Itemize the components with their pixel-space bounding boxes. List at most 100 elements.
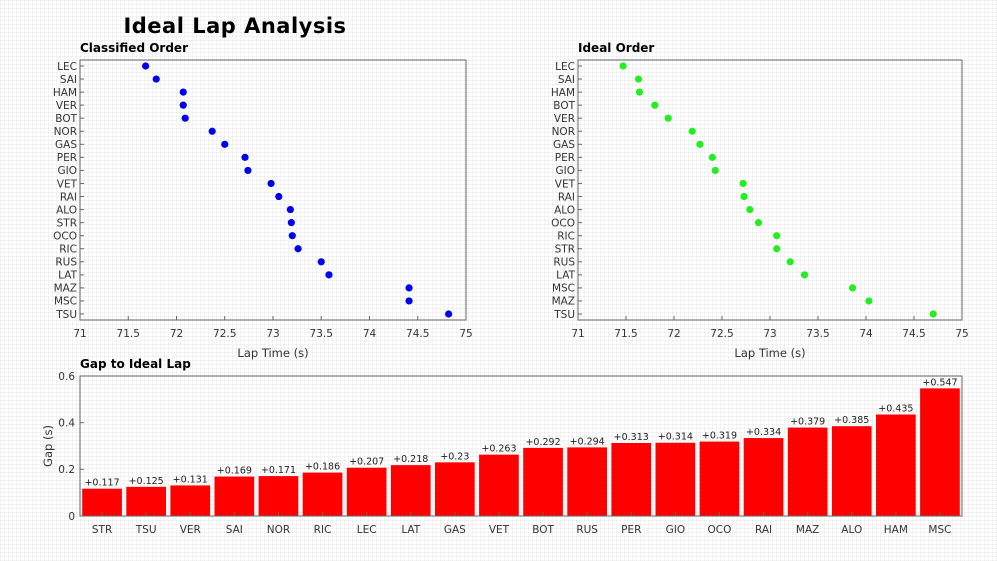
ideal-x-tick-label: 74.5 [902,328,925,340]
classified-y-tick-label: GAS [55,139,77,151]
gap-y-tick-label: 0.2 [58,464,75,476]
classified-point-str [287,219,295,227]
classified-point-nor [208,127,216,135]
classified-y-tick-label: RAI [60,191,77,203]
gap-x-tick-label: BOT [532,524,554,536]
gap-bar-rai [743,438,784,516]
gap-y-axis-label: Gap (s) [41,425,55,467]
gap-bar-sai [214,476,255,516]
gap-bar-maz [787,427,828,516]
gap-bar-value-label: +0.169 [217,466,252,477]
classified-point-maz [405,284,413,292]
ideal-y-tick-label: GAS [553,139,575,151]
ideal-y-tick-label: MAZ [552,296,575,308]
gap-bar-value-label: +0.435 [878,404,913,415]
gap-bar-nor [258,476,299,516]
gap-bar-value-label: +0.385 [834,415,869,426]
classified-point-alo [286,205,294,214]
ideal-point-maz [865,297,873,305]
classified-point-lec [142,62,150,70]
classified-y-tick-label: NOR [54,126,77,138]
classified-point-ham [179,88,187,96]
gap-x-tick-label: MSC [928,524,951,536]
ideal-y-tick-label: NOR [552,126,575,138]
ideal-y-tick-label: TSU [553,309,575,321]
gap-x-tick-label: NOR [267,524,290,536]
gap-x-tick-label: SAI [226,524,243,536]
ideal-point-nor [688,127,696,135]
classified-order-panel: Classified Order LECSAIHAMVERBOTNORGASPE… [53,41,473,360]
ideal-point-tsu [929,310,937,318]
classified-point-msc [405,297,413,305]
gap-x-tick-label: STR [92,524,112,536]
classified-y-tick-label: PER [57,152,77,164]
ideal-point-gio [711,166,719,175]
classified-point-ric [294,245,302,253]
gap-to-ideal-title: Gap to Ideal Lap [80,357,191,371]
ideal-order-panel: Ideal Order LECSAIHAMBOTVERNORGASPERGIOV… [551,41,969,360]
classified-y-tick-label: SAI [60,74,77,86]
ideal-y-tick-label: RIC [557,230,575,242]
classified-x-tick-label: 71.5 [117,328,140,340]
ideal-x-tick-label: 74 [859,328,873,340]
gap-bar-str [82,488,122,516]
gap-y-tick-label: 0 [68,511,75,523]
ideal-y-tick-label: STR [555,244,575,256]
classified-y-tick-label: RIC [59,244,77,256]
classified-y-tick-label: STR [57,217,77,229]
gap-bar-lat [390,465,431,516]
ideal-y-tick-label: OCO [551,217,575,229]
gap-bar-value-label: +0.313 [614,432,649,443]
gap-bar-value-label: +0.218 [393,454,428,465]
classified-point-bot [181,114,189,122]
gap-bar-gio [655,442,696,516]
ideal-y-tick-label: VER [554,113,575,125]
classified-point-sai [152,75,160,83]
ideal-point-ver [664,114,672,122]
gap-bar-value-label: +0.23 [440,451,469,462]
classified-x-tick-label: 74.5 [406,328,429,340]
ideal-y-tick-label: RAI [558,191,575,203]
gap-bar-gas [435,462,475,516]
ideal-y-tick-label: HAM [551,87,575,99]
gap-y-tick-label: 0.4 [58,417,75,429]
classified-point-gas [221,140,229,148]
ideal-point-rai [740,192,748,201]
classified-point-ver [179,101,187,109]
classified-order-title: Classified Order [80,41,188,55]
gap-bar-vet [479,454,519,516]
gap-bar-value-label: +0.319 [702,431,737,442]
ideal-x-tick-label: 73.5 [806,328,829,340]
gap-bar-value-label: +0.379 [790,417,825,428]
classified-point-rai [275,192,283,201]
ideal-x-tick-label: 72 [667,328,680,340]
gap-bar-msc [920,388,960,516]
ideal-point-str [773,245,781,253]
gap-bar-value-label: +0.207 [349,457,384,468]
classified-y-tick-label: GIO [58,165,78,177]
classified-x-tick-label: 74 [363,328,377,340]
classified-point-lat [325,271,333,279]
gap-bar-alo [831,426,872,516]
classified-y-tick-label: ALO [56,204,77,216]
ideal-point-vet [739,179,747,188]
classified-point-oco [288,232,296,240]
ideal-point-ham [635,88,644,96]
gap-bar-value-label: +0.186 [305,462,340,473]
ideal-y-tick-label: BOT [553,100,575,112]
gap-bar-value-label: +0.171 [261,465,296,476]
ideal-x-tick-label: 71.5 [614,328,637,340]
classified-point-rus [317,258,325,266]
ideal-point-alo [746,205,754,214]
ideal-y-tick-label: LEC [555,61,575,73]
gap-x-tick-label: RUS [576,524,598,536]
ideal-point-bot [651,101,659,109]
ideal-point-sai [634,75,643,83]
gap-x-tick-label: LAT [401,524,420,536]
gap-bar-oco [699,441,740,516]
gap-bar-ham [876,414,916,516]
classified-x-tick-label: 72 [170,328,183,340]
gap-x-tick-label: PER [621,524,641,536]
gap-bar-rus [567,447,607,516]
